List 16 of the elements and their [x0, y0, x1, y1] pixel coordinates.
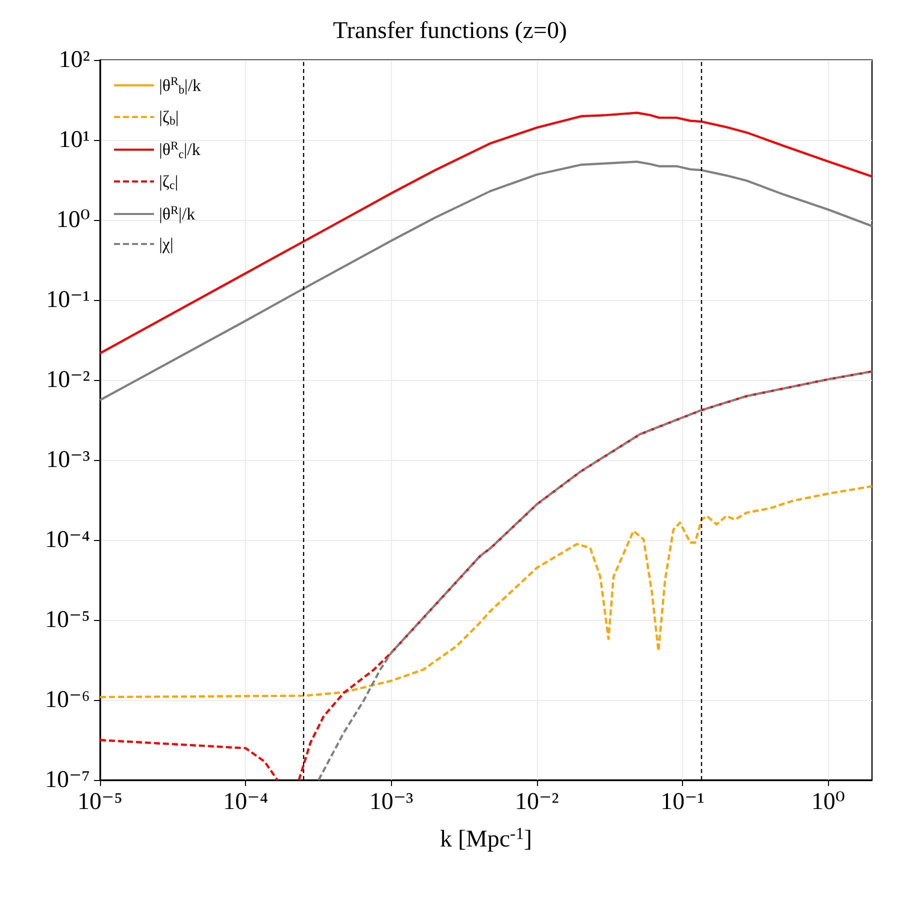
y-tick-label: 10⁻²: [46, 367, 90, 393]
x-tick-label: 10⁰: [811, 789, 845, 815]
y-tick-label: 10²: [58, 47, 90, 73]
x-tick-label: 10⁻¹: [660, 789, 704, 815]
x-tick-label: 10⁻⁴: [223, 789, 268, 815]
y-tick-label: 10⁻⁶: [44, 687, 90, 713]
legend-label: |χ|: [159, 234, 174, 254]
y-tick-label: 10⁻⁵: [44, 607, 90, 633]
x-tick-label: 10⁻³: [369, 789, 414, 815]
y-tick-label: 10⁻⁴: [44, 527, 90, 553]
y-tick-label: 10⁻³: [46, 447, 90, 473]
y-tick-label: 10⁻¹: [46, 287, 90, 313]
y-tick-label: 10¹: [58, 127, 90, 153]
y-tick-label: 10⁰: [56, 207, 90, 233]
chart-title: Transfer functions (z=0): [333, 18, 567, 44]
x-tick-label: 10⁻²: [514, 789, 559, 815]
